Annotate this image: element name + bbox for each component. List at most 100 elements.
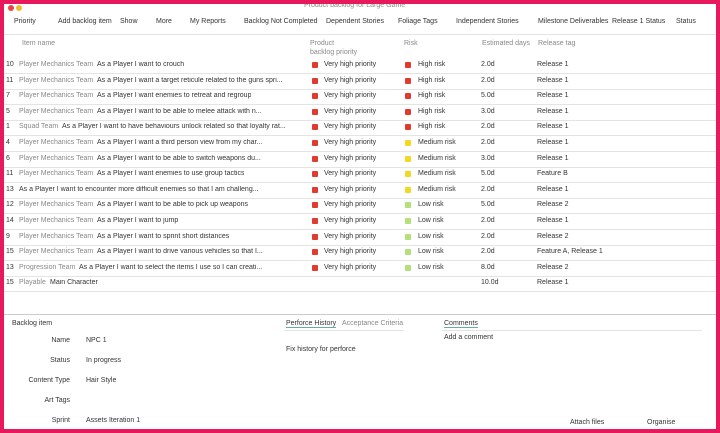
priority-marker — [312, 202, 318, 209]
close-dot[interactable] — [8, 5, 14, 11]
days: 2.0d — [481, 185, 495, 193]
button[interactable]: Organise — [647, 419, 676, 426]
priority-marker — [312, 171, 318, 178]
window-title: Product backlog for Large Game — [304, 2, 406, 9]
toolbar-button[interactable]: Add backlog item — [58, 18, 112, 25]
priority: Very high priority — [324, 61, 377, 68]
priority: Very high priority — [324, 107, 377, 115]
risk: High risk — [418, 61, 446, 68]
release: Release 2 — [537, 263, 569, 271]
risk-marker — [405, 62, 411, 68]
priority-marker — [312, 140, 318, 146]
story: As a Player I want a target reticule rel… — [97, 76, 283, 84]
row-divider — [4, 197, 716, 199]
priority-marker — [312, 62, 318, 68]
history-text: Fix history for perforce — [286, 346, 356, 353]
priority: Very high priority — [324, 139, 377, 146]
item-id: 14 — [6, 217, 14, 224]
risk: Medium risk — [418, 185, 456, 193]
team: Player Mechanics Team — [19, 170, 94, 178]
days: 5.0d — [481, 92, 495, 100]
days: 5.0d — [481, 170, 495, 178]
row-divider — [4, 104, 716, 106]
days: 2.0d — [481, 61, 495, 68]
days: 3.0d — [481, 107, 495, 115]
days: 2.0d — [481, 139, 495, 146]
detail-title: Backlog item — [12, 320, 53, 327]
toolbar-button[interactable]: Dependent Stories — [326, 18, 384, 25]
priority: Very high priority — [324, 232, 377, 240]
story: As a Player I want to drive various vehi… — [97, 248, 263, 256]
field-value: NPC 1 — [86, 337, 107, 344]
risk-marker — [405, 171, 411, 178]
toolbar-button[interactable]: Foliage Tags — [398, 18, 438, 25]
toolbar-button[interactable]: Status — [676, 18, 696, 25]
row-divider — [4, 88, 716, 90]
days: 2.0d — [481, 76, 495, 84]
toolbar-button[interactable]: Release 1 Status — [612, 18, 666, 25]
priority-marker — [312, 108, 318, 115]
add-comment[interactable]: Add a comment — [444, 334, 494, 341]
risk-marker — [405, 233, 411, 240]
release: Feature A, Release 1 — [537, 248, 603, 256]
toolbar-button[interactable]: My Reports — [190, 18, 226, 25]
priority: Very high priority — [324, 248, 377, 256]
field-label: Art Tags — [44, 397, 70, 404]
team: Squad Team — [19, 123, 59, 131]
toolbar-button[interactable]: Independent Stories — [456, 18, 519, 25]
team: Player Mechanics Team — [19, 217, 94, 224]
item-id: 9 — [6, 232, 10, 240]
item-id: 12 — [6, 201, 14, 209]
divider — [4, 34, 716, 35]
toolbar-button[interactable]: Backlog Not Completed — [244, 18, 318, 25]
release: Release 1 — [537, 107, 569, 115]
priority-marker — [312, 186, 318, 193]
team: Player Mechanics Team — [19, 201, 94, 209]
row-divider — [4, 119, 716, 121]
row-divider — [4, 135, 716, 137]
priority: Very high priority — [324, 123, 377, 131]
item-id: 7 — [6, 92, 10, 100]
row-divider — [4, 182, 716, 184]
story: As a Player I want to be able to switch … — [97, 154, 261, 162]
team: Progression Team — [19, 263, 76, 271]
column-header: Product backlog priority — [310, 40, 358, 56]
toolbar-button[interactable]: Show — [120, 18, 138, 25]
release: Release 2 — [537, 232, 569, 240]
release: Release 1 — [537, 154, 569, 162]
story: As a Player I want enemies to retreat an… — [97, 92, 252, 100]
toolbar-button[interactable]: Milestone Deliverables — [538, 18, 609, 25]
story: As a Player I want enemies to use group … — [97, 170, 245, 178]
release: Feature B — [537, 170, 568, 178]
toolbar-button[interactable]: Priority — [14, 18, 36, 25]
team: Player Mechanics Team — [19, 232, 94, 240]
divider — [442, 330, 702, 331]
row-divider — [4, 229, 716, 230]
button[interactable]: Attach files — [570, 419, 605, 426]
item-id: 15 — [6, 279, 14, 287]
days: 3.0d — [481, 154, 495, 162]
days: 2.0d — [481, 232, 495, 240]
tab[interactable]: Acceptance Criteria — [342, 320, 404, 327]
story: As a Player I want to be able to pick up… — [97, 201, 248, 209]
risk-marker — [405, 186, 411, 193]
risk: Medium risk — [418, 154, 456, 162]
risk: High risk — [418, 123, 446, 131]
item-id: 11 — [6, 76, 14, 84]
risk: Medium risk — [418, 170, 456, 178]
risk-marker — [405, 202, 411, 209]
item-id: 6 — [6, 154, 10, 162]
tab[interactable]: Perforce History — [286, 320, 337, 328]
risk: Low risk — [418, 263, 444, 271]
team: Player Mechanics Team — [19, 76, 94, 84]
story: Main Character — [50, 279, 98, 287]
team: Player Mechanics Team — [19, 154, 94, 162]
story: As a Player I want to encounter more dif… — [19, 185, 259, 193]
team: Player Mechanics Team — [19, 92, 94, 100]
risk-marker — [405, 77, 411, 84]
min-dot[interactable] — [16, 5, 22, 11]
priority-marker — [312, 264, 318, 271]
story: As a Player I want to select the items I… — [79, 263, 263, 271]
release: Release 1 — [537, 61, 569, 68]
toolbar-button[interactable]: More — [156, 18, 172, 25]
